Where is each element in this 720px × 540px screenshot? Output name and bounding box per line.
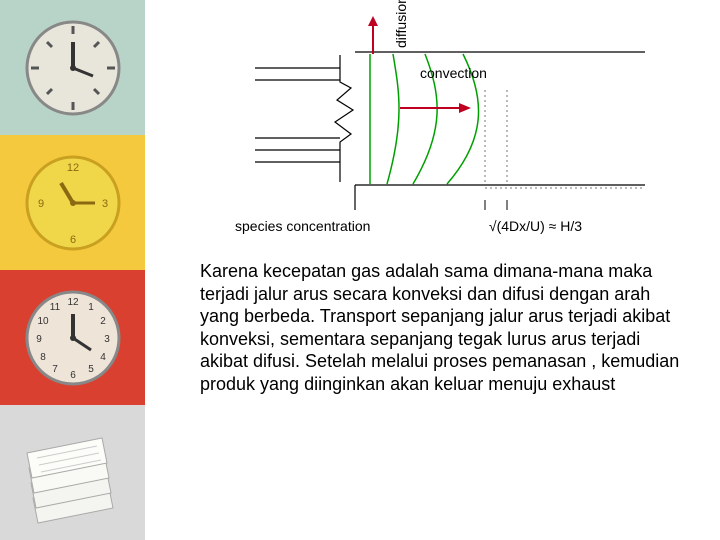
paper-stack-icon: [13, 413, 133, 533]
diffusion-convection-diagram: diffusion convection: [225, 10, 655, 210]
thumb-clock-white: [0, 0, 145, 135]
svg-text:3: 3: [104, 334, 110, 345]
svg-text:12: 12: [66, 162, 78, 174]
svg-text:10: 10: [37, 316, 49, 327]
clock-icon: [23, 18, 123, 118]
svg-text:3: 3: [101, 198, 107, 210]
main-content: diffusion convection species concentrati…: [145, 0, 720, 540]
thumb-clock-yellow: 12 3 6 9: [0, 135, 145, 270]
sidebar-thumbnails: 12 3 6 9 12 12 3 45 6 78 9 1011: [0, 0, 145, 540]
clock-icon: 12 3 6 9: [23, 153, 123, 253]
clock-icon: 12 12 3 45 6 78 9 1011: [23, 288, 123, 388]
diagram-captions: species concentration √(4Dx/U) ≈ H/3: [235, 218, 685, 234]
svg-text:2: 2: [100, 316, 106, 327]
caption-formula: √(4Dx/U) ≈ H/3: [489, 218, 582, 234]
svg-text:11: 11: [49, 302, 60, 313]
diffusion-axis-label: diffusion: [393, 0, 409, 48]
thumb-papers: [0, 405, 145, 540]
svg-text:7: 7: [52, 364, 58, 375]
thumb-clock-red: 12 12 3 45 6 78 9 1011: [0, 270, 145, 405]
svg-text:8: 8: [40, 352, 46, 363]
svg-text:4: 4: [100, 352, 106, 363]
svg-text:6: 6: [70, 370, 76, 381]
svg-text:9: 9: [37, 198, 43, 210]
svg-text:6: 6: [69, 234, 75, 246]
svg-text:5: 5: [88, 364, 94, 375]
svg-text:12: 12: [67, 297, 79, 308]
svg-text:9: 9: [36, 334, 42, 345]
caption-species-concentration: species concentration: [235, 218, 455, 234]
body-paragraph: Karena kecepatan gas adalah sama dimana-…: [200, 260, 690, 395]
svg-text:1: 1: [88, 302, 94, 313]
convection-axis-label: convection: [420, 65, 487, 81]
